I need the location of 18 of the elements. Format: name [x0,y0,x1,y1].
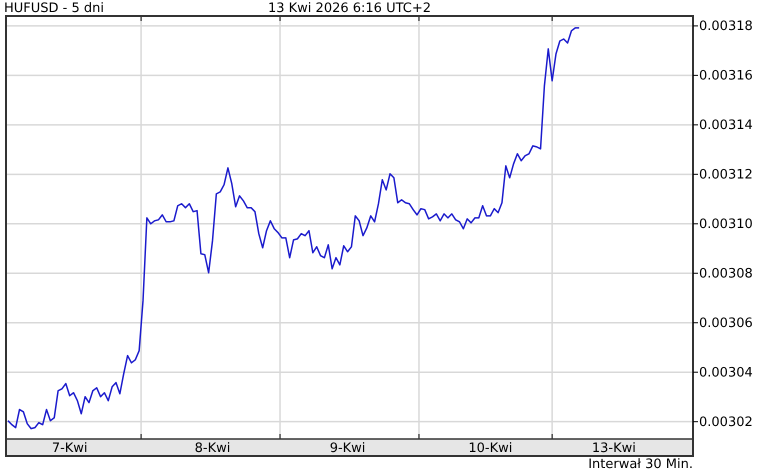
x-tick-label: 8-Kwi [194,441,230,456]
x-tick-label: 13-Kwi [592,441,636,456]
y-tick-label: 0.00304 [699,365,753,380]
x-tick-label: 10-Kwi [468,441,512,456]
y-tick-label: 0.00316 [699,68,753,84]
text: Interwał 30 Min. [588,457,693,470]
x-tick-label: 9-Kwi [330,441,366,456]
y-tick-label: 0.00312 [699,167,753,182]
x-tick-label: 7-Kwi [52,441,88,456]
chart-title: HUFUSD - 5 dni [4,1,104,16]
y-tick-label: 0.00314 [699,118,753,133]
y-tick-label: 0.00318 [699,19,753,34]
chart-subtitle: 13 Kwi 2026 6:16 UTC+2 [268,1,432,16]
line-series [7,27,580,430]
y-tick-label: 0.00306 [699,316,753,331]
y-tick-label: 0.00308 [699,266,753,282]
y-tick-label: 0.00310 [699,216,753,232]
y-tick-label: 0.00302 [699,414,753,430]
